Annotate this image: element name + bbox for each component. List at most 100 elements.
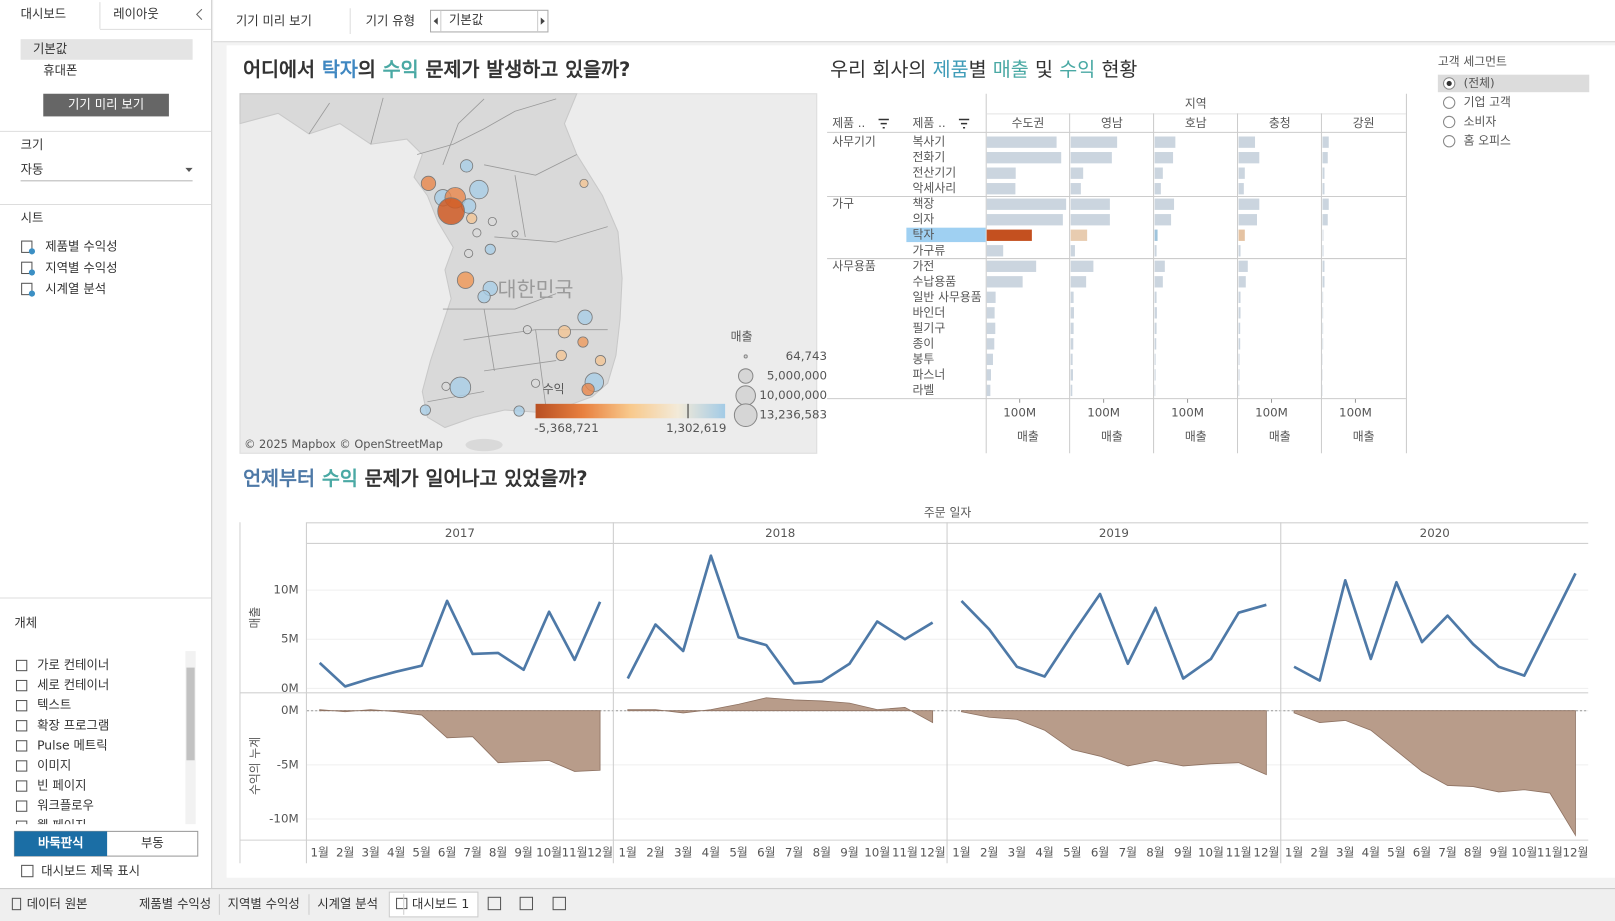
category-label[interactable]: 수납용품 <box>913 274 957 288</box>
bar[interactable] <box>1238 260 1248 272</box>
object-item[interactable]: 가로 컨테이너 <box>37 658 109 672</box>
map-bubble[interactable] <box>449 376 472 399</box>
filter-option[interactable]: 기업 고객 <box>1464 95 1511 109</box>
bar[interactable] <box>1070 136 1118 148</box>
layout-mode[interactable]: 부동 <box>141 836 164 850</box>
size-value[interactable]: 자동 <box>21 162 44 176</box>
map-bubble[interactable] <box>511 230 519 238</box>
map-bubble[interactable] <box>441 381 451 391</box>
bar[interactable] <box>1238 384 1240 397</box>
datasource-tab[interactable]: 데이터 원본 <box>27 897 88 911</box>
bar[interactable] <box>1070 229 1088 241</box>
radio[interactable] <box>1442 96 1456 109</box>
bar[interactable] <box>1070 322 1074 335</box>
row-header[interactable]: 제품 .. <box>832 116 865 130</box>
bar[interactable] <box>986 198 1067 210</box>
bar[interactable] <box>1238 152 1260 164</box>
map-bubble[interactable] <box>469 179 489 200</box>
map-bubble[interactable] <box>487 216 497 227</box>
select-next[interactable] <box>540 17 545 25</box>
preview-toggle[interactable]: 기기 미리 보기 <box>236 14 312 28</box>
bar[interactable] <box>1154 384 1156 397</box>
map-bubble[interactable] <box>577 309 593 325</box>
map-bubble[interactable] <box>437 197 465 225</box>
object-item[interactable]: 확장 프로그램 <box>37 718 109 732</box>
category-label[interactable]: 봉투 <box>913 352 935 366</box>
bar[interactable] <box>1154 136 1176 148</box>
bar[interactable] <box>1154 214 1172 226</box>
area[interactable] <box>319 709 601 772</box>
sort-icon[interactable] <box>878 118 889 129</box>
bar[interactable] <box>1154 291 1157 303</box>
map-bubble[interactable] <box>484 243 496 255</box>
bar[interactable] <box>986 307 995 319</box>
new-sheet[interactable] <box>487 896 502 911</box>
bar[interactable] <box>986 214 1063 226</box>
device-type-select[interactable] <box>430 9 549 33</box>
bar[interactable] <box>1154 245 1157 257</box>
bar[interactable] <box>1070 276 1087 288</box>
category-label[interactable]: 가전 <box>913 259 935 273</box>
object-item[interactable]: 빈 페이지 <box>37 779 86 793</box>
bar[interactable] <box>1070 152 1112 164</box>
bar[interactable] <box>986 245 1004 257</box>
bar[interactable] <box>1238 322 1241 335</box>
bar[interactable] <box>1070 353 1073 366</box>
category-label[interactable]: 라벨 <box>913 383 935 397</box>
bar[interactable] <box>986 353 993 366</box>
line[interactable] <box>318 599 602 688</box>
bar[interactable] <box>1238 369 1240 381</box>
sheet-tab[interactable]: 대시보드 1 <box>412 897 469 911</box>
bar[interactable] <box>1154 260 1165 272</box>
category-label[interactable]: 필기구 <box>913 321 946 335</box>
bar[interactable] <box>1322 229 1324 241</box>
category-label[interactable]: 전화기 <box>913 150 946 164</box>
bar[interactable] <box>986 167 1016 179</box>
bar[interactable] <box>1238 245 1241 257</box>
bar[interactable] <box>1322 307 1324 319</box>
category-label[interactable]: 책장 <box>913 197 935 211</box>
tab[interactable]: 대시보드 <box>21 7 66 21</box>
category-label[interactable]: 복사기 <box>913 135 946 149</box>
bar[interactable] <box>1238 307 1241 319</box>
bar[interactable] <box>1154 338 1157 350</box>
map-bubble[interactable] <box>531 378 541 388</box>
map-bubble[interactable] <box>577 336 589 348</box>
object-item[interactable]: 웹 페이지 <box>37 818 86 833</box>
select-prev[interactable] <box>433 17 438 25</box>
bar[interactable] <box>1070 291 1074 303</box>
bar[interactable] <box>1322 260 1325 272</box>
object-item[interactable]: Pulse 메트릭 <box>37 738 108 752</box>
sheet-item[interactable]: 시계열 분석 <box>45 282 106 296</box>
bar[interactable] <box>986 322 996 335</box>
map-bubble[interactable] <box>459 159 474 173</box>
bar[interactable] <box>1322 167 1325 179</box>
bar[interactable] <box>986 338 995 350</box>
radio[interactable] <box>1442 115 1456 129</box>
collapse-icon[interactable] <box>195 8 203 20</box>
line[interactable] <box>1293 572 1577 682</box>
bar[interactable] <box>1238 338 1241 350</box>
map-bubble[interactable] <box>594 355 607 367</box>
layout-toggle-active[interactable] <box>14 831 108 857</box>
tab[interactable]: 레이아웃 <box>113 7 158 21</box>
category-label[interactable]: 일반 사무용품 <box>913 290 982 304</box>
bar[interactable] <box>1154 322 1157 335</box>
category-label[interactable]: 가구류 <box>913 243 946 257</box>
bar[interactable] <box>986 276 1023 288</box>
bar[interactable] <box>1322 322 1324 335</box>
bar[interactable] <box>1238 276 1246 288</box>
bar[interactable] <box>986 384 991 397</box>
map-bubble[interactable] <box>420 175 437 191</box>
bar[interactable] <box>1238 183 1244 195</box>
bar[interactable] <box>1154 167 1163 179</box>
bar[interactable] <box>1154 229 1158 241</box>
bar[interactable] <box>1322 214 1328 226</box>
area[interactable] <box>627 697 934 724</box>
map-bubble[interactable] <box>477 290 491 304</box>
bar[interactable] <box>1070 198 1110 210</box>
filter-option[interactable]: 홈 오피스 <box>1464 134 1511 148</box>
device-option[interactable]: 휴대폰 <box>43 64 77 78</box>
bar[interactable] <box>986 260 1037 272</box>
map-bubble[interactable] <box>522 325 532 335</box>
